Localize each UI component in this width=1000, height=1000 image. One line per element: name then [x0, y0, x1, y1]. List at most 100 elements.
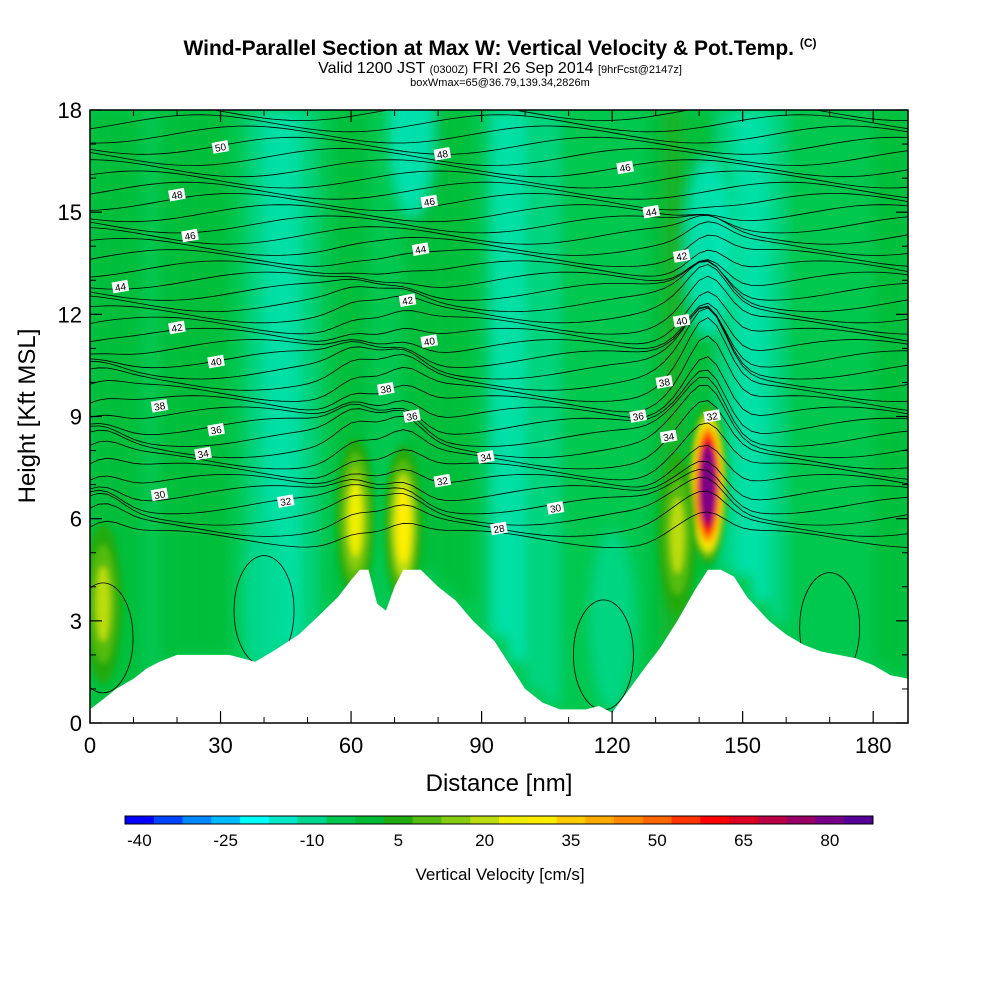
chart-title-suffix: (C) — [799, 36, 817, 50]
field-column — [803, 110, 822, 645]
y-tick-label: 9 — [70, 405, 82, 430]
field-column — [124, 110, 144, 684]
isentrope-label-text: 30 — [153, 489, 166, 502]
isentrope-label-box — [629, 409, 647, 423]
isentrope-label-box — [150, 487, 169, 502]
isentrope-line — [90, 181, 908, 200]
isentrope-label-box — [403, 409, 421, 423]
x-tick-label: 90 — [469, 733, 493, 758]
isentrope-line — [90, 159, 908, 178]
y-tick-label: 18 — [58, 98, 82, 123]
x-tick-label: 60 — [339, 733, 363, 758]
isentrope-line — [90, 221, 908, 256]
isentrope-label-text: 48 — [171, 190, 184, 203]
isentrope-line — [90, 306, 908, 369]
isentrope-label-text: 44 — [114, 282, 127, 295]
colorbar-tick-label: 80 — [820, 831, 839, 850]
isentrope-label: 40 — [420, 334, 439, 349]
field-column — [281, 110, 300, 646]
field-column — [229, 110, 248, 655]
colorbar-swatch — [268, 816, 299, 824]
isentrope-label: 40 — [672, 313, 691, 329]
isentrope-label-box — [411, 242, 430, 256]
isentrope-label: 46 — [420, 194, 439, 209]
colorbar-swatch — [815, 816, 845, 824]
isentrope-label-box — [194, 446, 212, 461]
isentrope-line — [90, 335, 908, 413]
isentrope-label-text: 38 — [153, 401, 166, 414]
field-column — [559, 110, 579, 710]
isentrope-line — [90, 214, 908, 245]
isentrope-line — [90, 356, 908, 419]
terrain-mask — [90, 569, 908, 724]
colorbar-tick-label: 5 — [394, 831, 403, 850]
isentrope-line — [90, 582, 134, 694]
isentrope-line — [90, 192, 908, 211]
isentrope-label-text: 44 — [414, 244, 427, 257]
isentrope-label-text: 46 — [423, 196, 436, 209]
field-column — [751, 110, 770, 602]
x-tick-label: 150 — [724, 733, 761, 758]
isentrope-line — [90, 214, 908, 234]
isentrope-labels: 5048464442403836343032484644424038363432… — [111, 140, 721, 536]
x-axis-title: Distance [nm] — [426, 770, 573, 797]
isentrope-line — [90, 302, 908, 355]
field-column — [368, 110, 387, 570]
colorbar-swatch — [556, 816, 586, 824]
updraft-core — [396, 487, 411, 564]
isentrope-line — [90, 92, 908, 109]
isentrope-line — [90, 369, 908, 436]
field-column — [490, 110, 509, 638]
field-column — [820, 110, 840, 652]
field-column — [786, 110, 805, 635]
forecast-info: [9hrFcst@2147z] — [597, 64, 682, 76]
colorbar-swatch — [844, 816, 874, 824]
field-column — [577, 110, 596, 710]
isentrope-line — [90, 291, 908, 345]
isentrope-label-box — [433, 146, 452, 161]
field-column — [890, 110, 908, 676]
isentrope-label: 46 — [616, 160, 634, 175]
isentrope-label-text: 36 — [210, 425, 223, 438]
isentrope-label-text: 36 — [632, 411, 645, 424]
colorbar-swatch — [441, 816, 471, 824]
zulu-time: (0300Z) — [429, 64, 469, 76]
isentrope-label-text: 46 — [184, 231, 197, 244]
field-column — [194, 110, 213, 655]
isentrope-label-box — [150, 398, 169, 413]
isentrope-label: 38 — [655, 375, 674, 390]
isentrope-label-text: 40 — [423, 336, 436, 349]
isentrope-label-text: 48 — [436, 149, 449, 162]
isentrope-label-text: 42 — [401, 295, 414, 308]
updraft-core — [700, 446, 715, 523]
isentrope-label-text: 32 — [706, 411, 719, 424]
field-column — [838, 110, 857, 655]
isentrope-line — [90, 400, 908, 470]
isentrope-label: 42 — [672, 249, 691, 264]
valid-time: Valid 1200 JST — [318, 60, 426, 77]
isentrope-label-box — [276, 494, 295, 508]
colorbar-tick-label: 65 — [734, 831, 753, 850]
velocity-field — [90, 110, 908, 723]
field-column — [177, 110, 196, 655]
isentrope-label-box — [398, 293, 417, 308]
isentrope-label-box — [490, 521, 508, 536]
isentrope-line — [90, 422, 908, 481]
isentrope-label-box — [207, 422, 225, 437]
isentrope-label-text: 36 — [406, 411, 419, 424]
isentrope-label-text: 32 — [436, 476, 449, 489]
colorbar-swatch — [211, 816, 241, 824]
y-tick-label: 0 — [70, 711, 82, 736]
isentrope-label: 48 — [433, 146, 452, 162]
isentrope-label: 42 — [398, 293, 417, 308]
colorbar-swatch — [326, 816, 356, 824]
isentrope-label: 36 — [629, 409, 647, 424]
isentrope-label: 44 — [642, 204, 661, 220]
colorbar-frame — [124, 815, 874, 825]
isentrope-label: 30 — [546, 501, 565, 516]
y-tick-label: 15 — [58, 200, 82, 225]
colorbar-swatch — [297, 816, 327, 824]
isentrope-line — [90, 170, 908, 189]
isentrope-label: 38 — [150, 398, 169, 414]
